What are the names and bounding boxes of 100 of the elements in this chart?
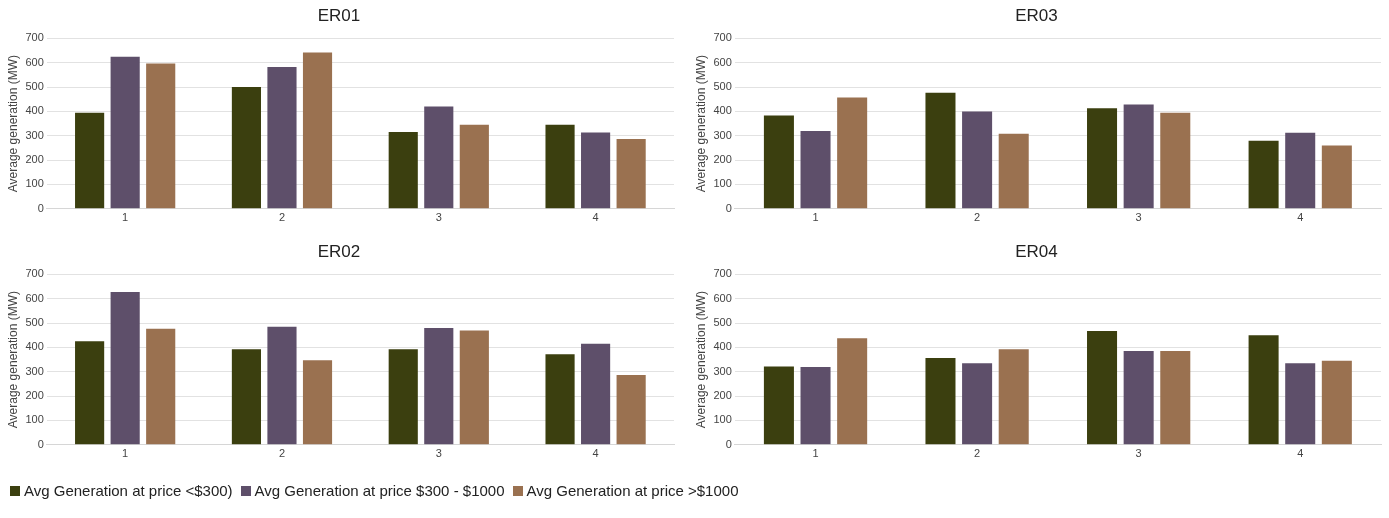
- x-tick-label: 4: [1297, 211, 1304, 224]
- x-tick-label: 2: [974, 447, 981, 460]
- bar: [459, 330, 489, 445]
- bar: [581, 132, 611, 209]
- y-tick-label: 400: [713, 340, 732, 353]
- y-tick-label: 400: [25, 104, 44, 117]
- bar: [1160, 351, 1191, 445]
- bar: [146, 63, 176, 209]
- x-tick-label: 4: [1297, 447, 1304, 460]
- y-tick-label: 700: [25, 31, 44, 44]
- y-tick-label: 0: [725, 201, 732, 214]
- bar: [1285, 363, 1316, 445]
- x-tick-label: 3: [1135, 211, 1142, 224]
- y-tick-label: 400: [713, 104, 732, 117]
- y-tick-label: 100: [25, 177, 44, 190]
- y-tick-label: 200: [25, 389, 44, 402]
- x-tick-label: 3: [435, 211, 442, 224]
- bar: [302, 360, 333, 445]
- y-tick-label: 100: [713, 413, 732, 426]
- bar: [110, 56, 140, 209]
- x-tick-label: 3: [435, 447, 442, 460]
- y-tick-label: 500: [25, 80, 44, 93]
- y-tick-label: 700: [713, 267, 732, 280]
- chart-title: ER04: [1015, 241, 1058, 261]
- x-tick-label: 3: [1135, 447, 1142, 460]
- y-tick-label: 200: [25, 153, 44, 166]
- bar: [837, 338, 868, 445]
- bar: [1087, 108, 1118, 209]
- bar: [146, 328, 176, 445]
- bar: [581, 343, 611, 445]
- bar: [998, 349, 1029, 445]
- bar: [998, 133, 1029, 209]
- bar: [110, 291, 140, 445]
- y-tick-label: 700: [713, 31, 732, 44]
- x-tick-label: 1: [122, 447, 129, 460]
- y-tick-label: 300: [25, 364, 44, 377]
- chart-title: ER01: [317, 5, 361, 25]
- bar: [1160, 112, 1191, 209]
- bar: [1123, 104, 1154, 209]
- x-tick-label: 4: [592, 447, 599, 460]
- y-tick-label: 500: [25, 316, 44, 329]
- legend-label: Avg Generation at price >$1000: [526, 482, 739, 499]
- bar: [1248, 140, 1279, 209]
- bar: [763, 115, 794, 209]
- bar: [424, 327, 454, 445]
- bar: [1285, 132, 1316, 209]
- bar: [800, 130, 831, 209]
- bar: [1123, 351, 1154, 445]
- x-tick-label: 1: [812, 211, 819, 224]
- bar: [1321, 360, 1352, 445]
- bar: [837, 97, 868, 209]
- bar: [1248, 335, 1279, 445]
- legend-label: Avg Generation at price $300 - $1000: [254, 482, 505, 499]
- y-axis-title: Average generation (MW): [5, 291, 20, 429]
- bar: [267, 66, 297, 209]
- y-tick-label: 700: [25, 267, 44, 280]
- x-tick-label: 4: [592, 211, 599, 224]
- bar: [388, 349, 418, 445]
- bar: [388, 132, 418, 209]
- bar: [800, 366, 831, 445]
- chart-title: ER03: [1015, 5, 1058, 25]
- y-axis-title: Average generation (MW): [693, 55, 708, 193]
- bar: [962, 111, 993, 209]
- y-tick-label: 400: [25, 340, 44, 353]
- bar: [925, 357, 956, 445]
- y-tick-label: 500: [713, 316, 732, 329]
- x-tick-label: 1: [812, 447, 819, 460]
- bar: [962, 363, 993, 445]
- y-axis-title: Average generation (MW): [693, 291, 708, 429]
- legend-label: Avg Generation at price <$300): [24, 482, 233, 499]
- y-tick-label: 100: [25, 413, 44, 426]
- bar: [1321, 145, 1352, 209]
- y-tick-label: 600: [25, 291, 44, 304]
- x-tick-label: 2: [278, 211, 286, 224]
- y-tick-label: 300: [713, 364, 732, 377]
- bar: [231, 87, 261, 209]
- y-axis-title: Average generation (MW): [5, 55, 20, 193]
- y-tick-label: 100: [713, 177, 732, 190]
- bar: [424, 106, 454, 209]
- bar: [925, 92, 956, 209]
- y-tick-label: 200: [713, 389, 732, 402]
- bar: [459, 124, 489, 209]
- bar: [75, 112, 105, 209]
- x-tick-label: 2: [974, 211, 981, 224]
- bar: [763, 366, 794, 445]
- y-tick-label: 0: [37, 201, 44, 214]
- y-tick-label: 0: [725, 437, 732, 450]
- chart-title: ER02: [317, 241, 361, 261]
- y-tick-label: 200: [713, 153, 732, 166]
- y-tick-label: 600: [713, 55, 732, 68]
- x-tick-label: 2: [278, 447, 286, 460]
- bar: [1087, 331, 1118, 445]
- x-tick-label: 1: [122, 211, 129, 224]
- bar: [616, 138, 646, 209]
- bar: [545, 124, 575, 209]
- y-tick-label: 300: [25, 128, 44, 141]
- bar: [267, 326, 297, 445]
- y-tick-label: 500: [713, 80, 732, 93]
- bar: [545, 354, 575, 445]
- bar: [616, 374, 646, 445]
